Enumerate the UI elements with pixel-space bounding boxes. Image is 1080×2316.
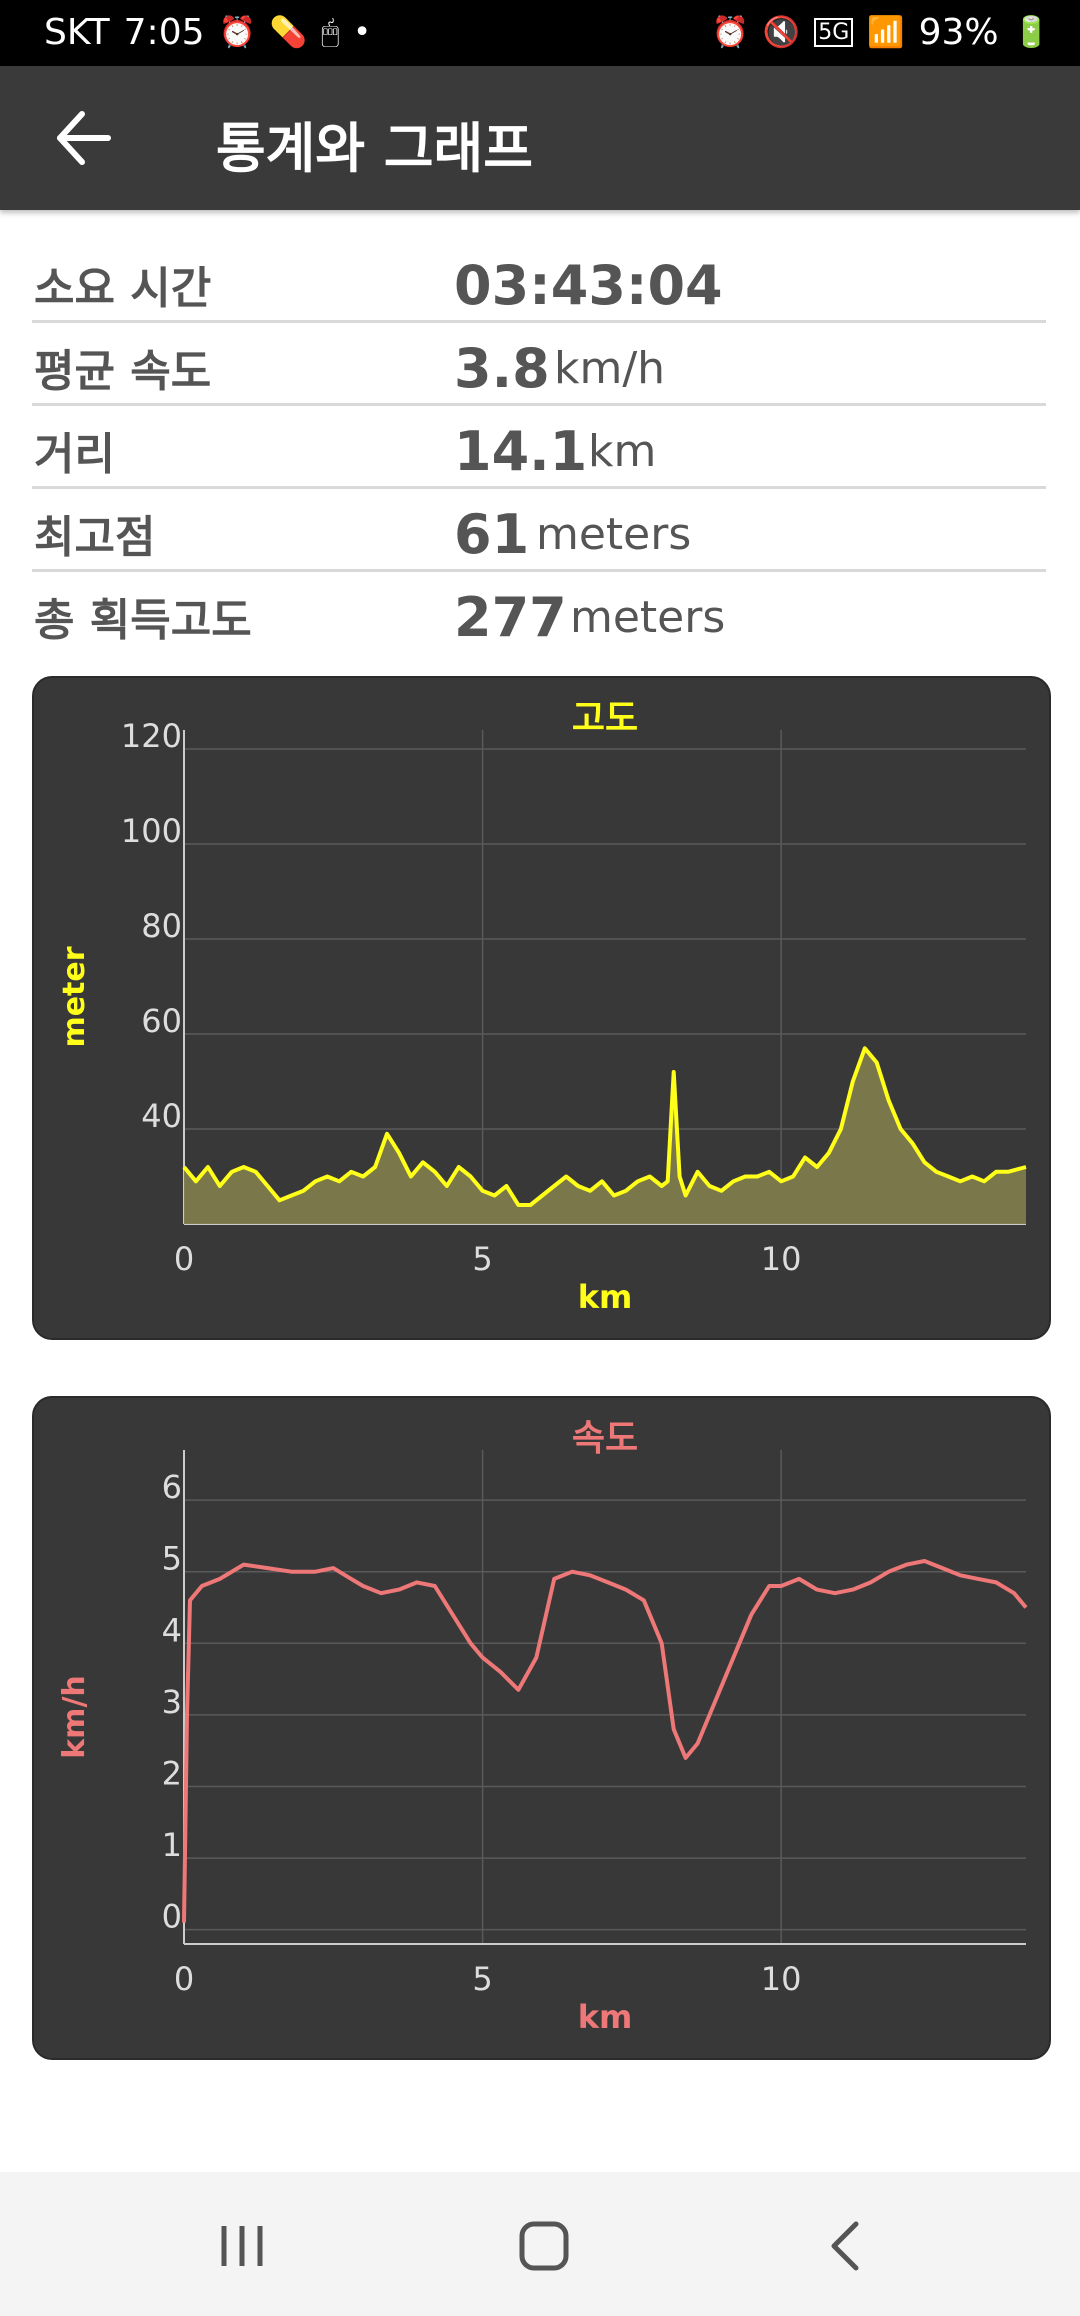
mouse-icon: 🖱	[321, 15, 340, 50]
elevation-chart-card: 40 60 80 100 120 0 5 10 고도 km meter	[32, 676, 1051, 1340]
stat-unit: meters	[570, 592, 726, 643]
page-title: 통계와 그래프	[216, 117, 533, 180]
alarm-icon: ⏰	[218, 15, 256, 50]
x-axis-label: km	[578, 1278, 633, 1316]
home-button[interactable]	[504, 2206, 584, 2286]
x-tick-label: 10	[761, 1960, 802, 1998]
y-tick-label: 40	[141, 1097, 182, 1135]
clock: 7:05	[123, 12, 205, 53]
stat-row-avg-speed: 평균 속도 3.8 km/h	[32, 323, 1046, 406]
app-bar: 통계와 그래프	[0, 66, 1080, 210]
x-tick-label: 5	[472, 1240, 492, 1278]
y-tick-label: 80	[141, 907, 182, 945]
stat-label: 거리	[34, 429, 115, 480]
stat-unit: km	[588, 426, 657, 477]
back-icon	[831, 2221, 859, 2271]
battery-icon: 🔋	[1012, 15, 1050, 50]
signal-icon: 📶	[867, 15, 905, 50]
y-tick-label: 100	[121, 812, 182, 850]
stat-label: 총 획득고도	[34, 595, 252, 646]
x-axis-label: km	[578, 1998, 633, 2036]
x-tick-label: 5	[472, 1960, 492, 1998]
stat-value: 61	[454, 503, 530, 566]
series-line	[182, 1046, 1027, 1207]
y-tick-label: 4	[162, 1611, 182, 1649]
stat-row-duration: 소요 시간 03:43:04	[32, 240, 1046, 323]
arrow-left-icon	[57, 111, 111, 165]
stat-label: 소요 시간	[34, 263, 212, 314]
y-tick-label: 1	[162, 1826, 182, 1864]
stat-row-distance: 거리 14.1 km	[32, 406, 1046, 489]
stat-label: 평균 속도	[34, 346, 212, 397]
stat-row-total-ascent: 총 획득고도 277 meters	[32, 572, 1046, 652]
5g-icon: 5G	[814, 18, 854, 47]
speed-chart-card: 0 1 2 3 4 5 6 0 5 10 속도 km km/h	[32, 1396, 1051, 2060]
carrier-label: SKT	[44, 12, 110, 53]
series-area	[184, 1048, 1026, 1224]
dot-icon: •	[353, 15, 371, 50]
stat-label: 최고점	[34, 512, 156, 563]
stat-row-max-elevation: 최고점 61 meters	[32, 489, 1046, 572]
y-axis-label: meter	[57, 946, 92, 1047]
y-tick-label: 0	[162, 1898, 182, 1936]
elevation-chart: 40 60 80 100 120 0 5 10 고도 km meter	[57, 698, 1027, 1316]
pill-icon: 💊	[269, 15, 308, 50]
home-icon	[519, 2221, 569, 2271]
y-tick-label: 120	[121, 717, 182, 755]
battery-percent: 93%	[918, 12, 999, 53]
y-axis-label: km/h	[57, 1675, 92, 1759]
back-button[interactable]	[50, 106, 120, 170]
chart-title: 속도	[572, 1418, 638, 1459]
stat-value: 277	[454, 586, 567, 649]
y-tick-label: 3	[162, 1683, 182, 1721]
alarm-icon: ⏰	[711, 15, 749, 50]
y-tick-label: 5	[162, 1540, 182, 1578]
back-nav-button[interactable]	[806, 2206, 886, 2286]
stat-unit: meters	[536, 509, 692, 560]
mute-icon: 🔇	[762, 15, 801, 50]
x-tick-label: 10	[761, 1240, 802, 1278]
stat-value: 3.8	[454, 337, 550, 400]
stats-table: 소요 시간 03:43:04 평균 속도 3.8 km/h 거리 14.1 km…	[32, 240, 1046, 652]
stat-value: 14.1	[454, 420, 588, 483]
stat-unit: km/h	[554, 343, 666, 394]
y-tick-label: 2	[162, 1754, 182, 1792]
recent-apps-button[interactable]	[202, 2206, 282, 2286]
stat-value: 03:43:04	[454, 254, 723, 317]
y-tick-label: 60	[141, 1002, 182, 1040]
y-tick-label: 6	[162, 1468, 182, 1506]
status-bar: SKT 7:05 ⏰ 💊 🖱 • ⏰ 🔇 5G 📶 93% 🔋	[0, 0, 1080, 66]
nav-bar	[0, 2172, 1080, 2316]
x-tick-label: 0	[174, 1960, 194, 1998]
recent-apps-icon	[221, 2226, 263, 2266]
x-tick-label: 0	[174, 1240, 194, 1278]
speed-chart: 0 1 2 3 4 5 6 0 5 10 속도 km km/h	[57, 1418, 1028, 2036]
series-line	[182, 1559, 1028, 1923]
chart-title: 고도	[572, 698, 638, 739]
